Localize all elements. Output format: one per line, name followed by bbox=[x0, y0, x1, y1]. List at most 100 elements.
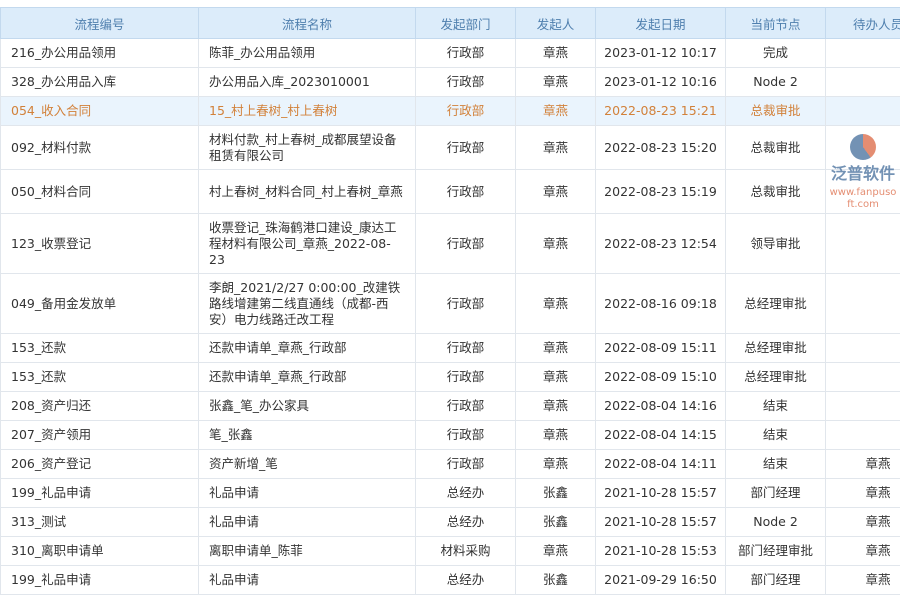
table-row[interactable]: 310_离职申请单 离职申请单_陈菲 材料采购 章燕 2021-10-28 15:53 部… bbox=[0, 536, 900, 566]
cell-dept: 总经办 bbox=[415, 507, 516, 537]
table-row[interactable]: 050_材料合同 村上春树_材料合同_村上春树_章燕 行政部 章燕 2022-08-23… bbox=[0, 169, 900, 214]
watermark: 泛普软件 www.fanpusoft.com bbox=[829, 134, 897, 211]
cell-flow-name: 材料付款_村上春树_成都展望设备租赁有限公司 bbox=[198, 125, 416, 170]
cell-flow-id: 054_收入合同 bbox=[0, 96, 199, 126]
cell-dept: 行政部 bbox=[415, 38, 516, 68]
header-col-node[interactable]: 当前节点 bbox=[725, 7, 826, 39]
table-row[interactable]: 153_还款 还款申请单_章燕_行政部 行政部 章燕 2022-08-09 15:11 总… bbox=[0, 333, 900, 363]
cell-pending: 章燕 bbox=[825, 536, 900, 566]
cell-flow-id: 313_测试 bbox=[0, 507, 199, 537]
cell-node: 结束 bbox=[725, 449, 826, 479]
cell-node: 总经理审批 bbox=[725, 362, 826, 392]
cell-flow-id: 199_礼品申请 bbox=[0, 478, 199, 508]
cell-flow-name: 离职申请单_陈菲 bbox=[198, 536, 416, 566]
cell-node: 总裁审批 bbox=[725, 169, 826, 214]
cell-initiator: 章燕 bbox=[515, 333, 596, 363]
cell-pending bbox=[825, 420, 900, 450]
cell-dept: 行政部 bbox=[415, 391, 516, 421]
cell-node: Node 2 bbox=[725, 67, 826, 97]
cell-flow-id: 207_资产领用 bbox=[0, 420, 199, 450]
cell-flow-id: 216_办公用品领用 bbox=[0, 38, 199, 68]
cell-pending: 章燕 bbox=[825, 478, 900, 508]
table-row[interactable]: 199_礼品申请 礼品申请 总经办 张鑫 2021-10-28 15:57 部门经理 章燕 bbox=[0, 478, 900, 508]
cell-flow-id: 310_离职申请单 bbox=[0, 536, 199, 566]
cell-date: 2022-08-04 14:15 bbox=[595, 420, 726, 450]
cell-date: 2022-08-23 15:21 bbox=[595, 96, 726, 126]
cell-date: 2023-01-12 10:16 bbox=[595, 67, 726, 97]
cell-initiator: 章燕 bbox=[515, 536, 596, 566]
cell-pending bbox=[825, 362, 900, 392]
cell-initiator: 章燕 bbox=[515, 420, 596, 450]
cell-date: 2022-08-23 12:54 bbox=[595, 213, 726, 274]
cell-pending bbox=[825, 67, 900, 97]
cell-date: 2022-08-16 09:18 bbox=[595, 273, 726, 334]
cell-date: 2022-08-09 15:10 bbox=[595, 362, 726, 392]
cell-dept: 行政部 bbox=[415, 420, 516, 450]
cell-flow-id: 328_办公用品入库 bbox=[0, 67, 199, 97]
table-row[interactable]: 049_备用金发放单 李朗_2021/2/27 0:00:00_改建铁路线增建第二… bbox=[0, 273, 900, 334]
cell-flow-id: 123_收票登记 bbox=[0, 213, 199, 274]
header-col-dept[interactable]: 发起部门 bbox=[415, 7, 516, 39]
table-row[interactable]: 313_测试 礼品申请 总经办 张鑫 2021-10-28 15:57 Node 2 章燕 bbox=[0, 507, 900, 537]
cell-node: 结束 bbox=[725, 420, 826, 450]
cell-flow-name: 村上春树_材料合同_村上春树_章燕 bbox=[198, 169, 416, 214]
cell-flow-id: 206_资产登记 bbox=[0, 449, 199, 479]
cell-dept: 行政部 bbox=[415, 125, 516, 170]
table-row[interactable]: 054_收入合同 15_村上春树_村上春树 行政部 章燕 2022-08-23 15:2… bbox=[0, 96, 900, 126]
cell-initiator: 章燕 bbox=[515, 449, 596, 479]
cell-date: 2021-10-28 15:57 bbox=[595, 507, 726, 537]
cell-pending: 章燕 bbox=[825, 507, 900, 537]
cell-date: 2022-08-04 14:11 bbox=[595, 449, 726, 479]
cell-node: 领导审批 bbox=[725, 213, 826, 274]
table-row[interactable]: 328_办公用品入库 办公用品入库_2023010001 行政部 章燕 2023-01-… bbox=[0, 67, 900, 97]
cell-initiator: 张鑫 bbox=[515, 507, 596, 537]
cell-flow-name: 收票登记_珠海鹤港口建设_康达工程材料有限公司_章燕_2022-08-23 bbox=[198, 213, 416, 274]
watermark-name: 泛普软件 bbox=[830, 164, 895, 183]
cell-node: 结束 bbox=[725, 391, 826, 421]
cell-flow-id: 208_资产归还 bbox=[0, 391, 199, 421]
cell-flow-name: 礼品申请 bbox=[198, 478, 416, 508]
cell-flow-name: 李朗_2021/2/27 0:00:00_改建铁路线增建第二线直通线（成都-西安… bbox=[198, 273, 416, 334]
cell-initiator: 章燕 bbox=[515, 67, 596, 97]
cell-flow-id: 153_还款 bbox=[0, 362, 199, 392]
cell-pending bbox=[825, 96, 900, 126]
cell-flow-id: 199_礼品申请 bbox=[0, 565, 199, 595]
cell-initiator: 章燕 bbox=[515, 213, 596, 274]
cell-flow-name: 资产新增_笔 bbox=[198, 449, 416, 479]
cell-date: 2022-08-23 15:20 bbox=[595, 125, 726, 170]
cell-node: Node 2 bbox=[725, 507, 826, 537]
cell-flow-name: 笔_张鑫 bbox=[198, 420, 416, 450]
cell-date: 2023-01-12 10:17 bbox=[595, 38, 726, 68]
table-row[interactable]: 153_还款 还款申请单_章燕_行政部 行政部 章燕 2022-08-09 15:10 总… bbox=[0, 362, 900, 392]
table-row[interactable]: 207_资产领用 笔_张鑫 行政部 章燕 2022-08-04 14:15 结束 bbox=[0, 420, 900, 450]
header-col-pending[interactable]: 待办人员 bbox=[825, 7, 900, 39]
cell-date: 2022-08-04 14:16 bbox=[595, 391, 726, 421]
table-row[interactable]: 216_办公用品领用 陈菲_办公用品领用 行政部 章燕 2023-01-12 10:17… bbox=[0, 38, 900, 68]
cell-flow-name: 礼品申请 bbox=[198, 565, 416, 595]
table-row[interactable]: 206_资产登记 资产新增_笔 行政部 章燕 2022-08-04 14:11 结束 章燕 bbox=[0, 449, 900, 479]
cell-dept: 总经办 bbox=[415, 478, 516, 508]
header-col-initiator[interactable]: 发起人 bbox=[515, 7, 596, 39]
header-col-flow-id[interactable]: 流程编号 bbox=[0, 7, 199, 39]
cell-flow-name: 礼品申请 bbox=[198, 507, 416, 537]
cell-dept: 材料采购 bbox=[415, 536, 516, 566]
cell-initiator: 章燕 bbox=[515, 125, 596, 170]
cell-dept: 行政部 bbox=[415, 449, 516, 479]
table-row[interactable]: 123_收票登记 收票登记_珠海鹤港口建设_康达工程材料有限公司_章燕_2022-… bbox=[0, 213, 900, 274]
cell-flow-id: 153_还款 bbox=[0, 333, 199, 363]
cell-initiator: 张鑫 bbox=[515, 565, 596, 595]
cell-node: 总经理审批 bbox=[725, 273, 826, 334]
header-col-flow-name[interactable]: 流程名称 bbox=[198, 7, 416, 39]
cell-pending bbox=[825, 213, 900, 274]
cell-dept: 行政部 bbox=[415, 96, 516, 126]
table-row[interactable]: 092_材料付款 材料付款_村上春树_成都展望设备租赁有限公司 行政部 章燕 2022-… bbox=[0, 125, 900, 170]
cell-node: 总裁审批 bbox=[725, 96, 826, 126]
cell-date: 2021-09-29 16:50 bbox=[595, 565, 726, 595]
cell-initiator: 章燕 bbox=[515, 273, 596, 334]
table-row[interactable]: 199_礼品申请 礼品申请 总经办 张鑫 2021-09-29 16:50 部门经理 章燕 bbox=[0, 565, 900, 595]
cell-initiator: 章燕 bbox=[515, 391, 596, 421]
header-col-date[interactable]: 发起日期 bbox=[595, 7, 726, 39]
table-header: 流程编号 流程名称 发起部门 发起人 发起日期 当前节点 待办人员 bbox=[0, 7, 900, 39]
cell-dept: 行政部 bbox=[415, 213, 516, 274]
table-row[interactable]: 208_资产归还 张鑫_笔_办公家具 行政部 章燕 2022-08-04 14:16 结束 bbox=[0, 391, 900, 421]
